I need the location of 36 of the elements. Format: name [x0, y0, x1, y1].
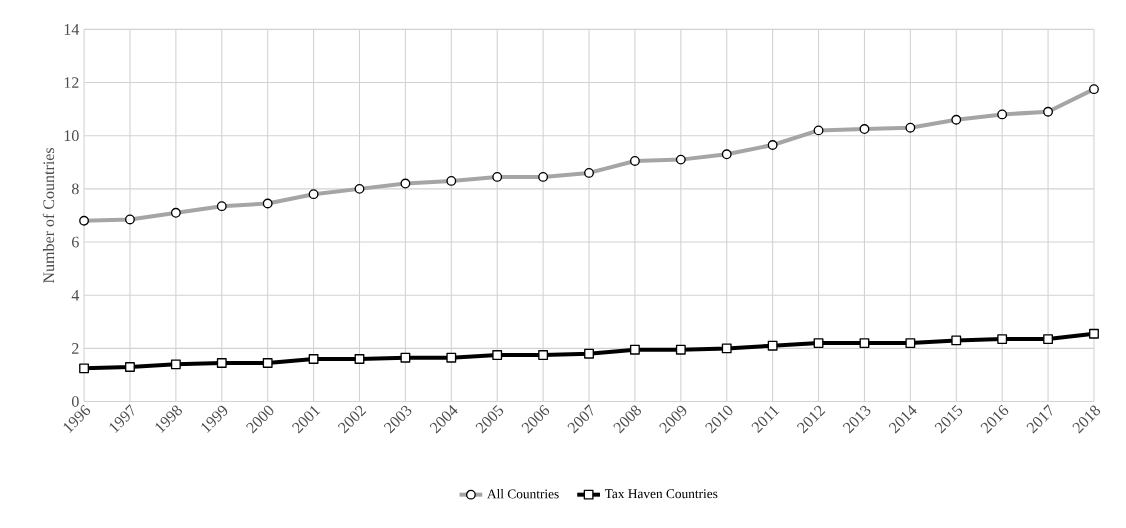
point: [629, 344, 640, 355]
point: [675, 344, 686, 355]
point: [446, 352, 457, 363]
x-tick-label: 2001: [291, 405, 321, 434]
point: [170, 359, 181, 370]
point: [813, 337, 824, 348]
point: [584, 348, 594, 359]
point: [905, 337, 916, 348]
y-tick-label: 12: [64, 77, 79, 88]
point: [79, 363, 89, 374]
point: [354, 353, 365, 364]
y-tick-label: 6: [72, 236, 79, 248]
point: [262, 357, 273, 368]
point: [859, 337, 870, 348]
point: [767, 340, 778, 351]
x-tick-label: 2011: [751, 405, 780, 433]
point: [492, 349, 503, 360]
y-tick-label: 10: [64, 130, 79, 141]
point: [951, 335, 962, 346]
y-tick-label: 4: [71, 289, 80, 301]
point: [721, 343, 732, 354]
point: [400, 352, 411, 363]
point: [216, 357, 227, 368]
y-tick-label: 0: [71, 396, 79, 407]
point: [997, 334, 1008, 344]
y-tick-label: 2: [72, 342, 79, 354]
point: [1043, 334, 1054, 344]
y-axis-title: Number of Countries: [42, 147, 55, 283]
legend-label: All Countries: [487, 488, 559, 499]
point: [308, 353, 319, 364]
y-tick-label: 14: [64, 23, 80, 35]
legend-label: Tax Haven Countries: [604, 489, 718, 499]
y-tick-label: 8: [71, 183, 79, 195]
point: [1089, 328, 1099, 339]
point: [538, 349, 549, 360]
point: [125, 361, 135, 372]
